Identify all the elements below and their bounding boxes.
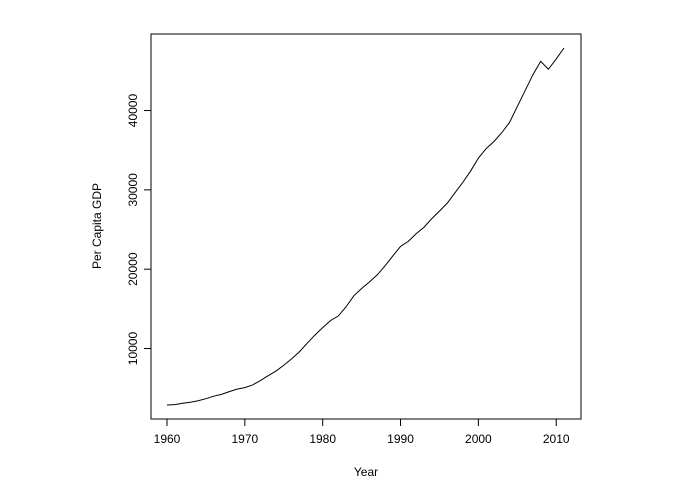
x-tick-label: 2000 (465, 432, 492, 446)
series-group (166, 47, 565, 406)
y-axis-label: Per Capita GDP (90, 183, 104, 269)
y-tick-label: 40000 (126, 94, 140, 128)
x-tick-label: 1990 (387, 432, 414, 446)
x-tick-label: 1960 (154, 432, 181, 446)
series-line (166, 47, 565, 406)
x-axis: 1960 1970 1980 1990 2000 2010 (154, 418, 570, 446)
plot-frame (150, 33, 582, 420)
x-tick-label: 2010 (543, 432, 570, 446)
y-tick-label: 10000 (126, 332, 140, 366)
x-tick-label: 1980 (309, 432, 336, 446)
y-axis: 10000 20000 30000 40000 (126, 94, 152, 366)
x-axis-label: Year (354, 465, 378, 479)
y-tick-label: 20000 (126, 252, 140, 286)
x-tick-label: 1970 (231, 432, 258, 446)
y-tick-label: 30000 (126, 173, 140, 207)
